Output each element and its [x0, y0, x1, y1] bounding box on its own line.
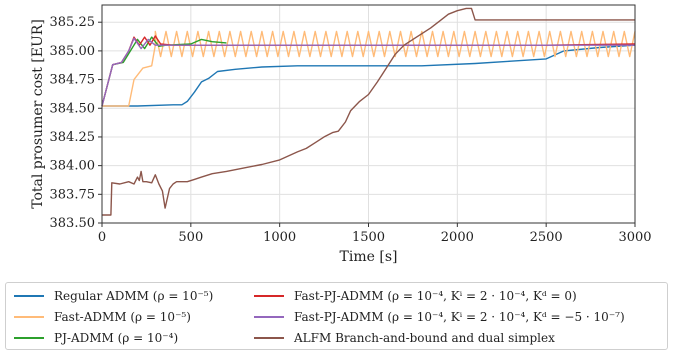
x-tick-label: 1000: [263, 230, 296, 245]
x-tick-label: 500: [178, 230, 203, 245]
y-tick-label: 384.75: [50, 73, 96, 88]
legend-label: Fast-PJ-ADMM (ρ = 10⁻⁴, Kⁱ = 2 · 10⁻⁴, K…: [294, 289, 577, 303]
legend-item-alfm: ALFM Branch-and-bound and dual simplex: [254, 331, 555, 345]
x-tick-label: 3000: [618, 230, 651, 245]
series-line-4: [101, 37, 635, 107]
series-line-1: [102, 30, 636, 107]
x-tick-label: 0: [98, 230, 106, 245]
x-tick-label: 1500: [352, 230, 385, 245]
series-line-5: [102, 7, 635, 216]
line-chart: 0 500 1000 1500 2000 2500 3000 383.50 383.75 384.…: [30, 4, 652, 265]
legend-item-fast-pj-admm-kdneg: Fast-PJ-ADMM (ρ = 10⁻⁴, Kⁱ = 2 · 10⁻⁴, K…: [254, 310, 625, 324]
legend-label: Fast-PJ-ADMM (ρ = 10⁻⁴, Kⁱ = 2 · 10⁻⁴, K…: [294, 310, 625, 324]
legend-swatch: [254, 295, 284, 297]
series-lines: [101, 7, 636, 216]
legend-swatch: [14, 295, 44, 297]
grid-lines: [101, 5, 636, 224]
legend-swatch: [254, 316, 284, 318]
legend-label: Fast-ADMM (ρ = 10⁻⁵): [54, 310, 191, 324]
legend-label: Regular ADMM (ρ = 10⁻⁵): [54, 289, 214, 303]
legend-item-regular-admm: Regular ADMM (ρ = 10⁻⁵): [14, 289, 213, 303]
x-tick-label: 2500: [530, 230, 563, 245]
series-line-0: [102, 44, 636, 107]
y-tick-label: 384.00: [50, 159, 96, 174]
y-tick-label: 384.50: [50, 101, 96, 116]
y-tick-label: 385.00: [50, 44, 96, 59]
legend-swatch: [14, 316, 44, 318]
legend-swatch: [14, 337, 44, 339]
legend-label: ALFM Branch-and-bound and dual simplex: [294, 331, 555, 345]
y-tick-label: 383.50: [50, 216, 96, 231]
y-tick-label: 383.75: [50, 187, 96, 202]
legend-swatch: [254, 337, 284, 339]
legend: Regular ADMM (ρ = 10⁻⁵) Fast-ADMM (ρ = 1…: [5, 282, 668, 350]
y-tick-label: 384.25: [50, 130, 96, 145]
legend-item-fast-admm: Fast-ADMM (ρ = 10⁻⁵): [14, 310, 191, 324]
series-line-2: [101, 36, 227, 107]
y-tick-label: 385.25: [50, 15, 96, 30]
axis-ticks: 0 500 1000 1500 2000 2500 3000 383.50 383.75 384.…: [50, 15, 652, 245]
legend-item-fast-pj-admm-kd0: Fast-PJ-ADMM (ρ = 10⁻⁴, Kⁱ = 2 · 10⁻⁴, K…: [254, 289, 577, 303]
x-axis-label: Time [s]: [340, 249, 398, 265]
legend-label: PJ-ADMM (ρ = 10⁻⁴): [54, 331, 179, 345]
legend-item-pj-admm: PJ-ADMM (ρ = 10⁻⁴): [14, 331, 178, 345]
y-axis-label: Total prosumer cost [EUR]: [30, 19, 46, 209]
x-tick-label: 2000: [441, 230, 474, 245]
